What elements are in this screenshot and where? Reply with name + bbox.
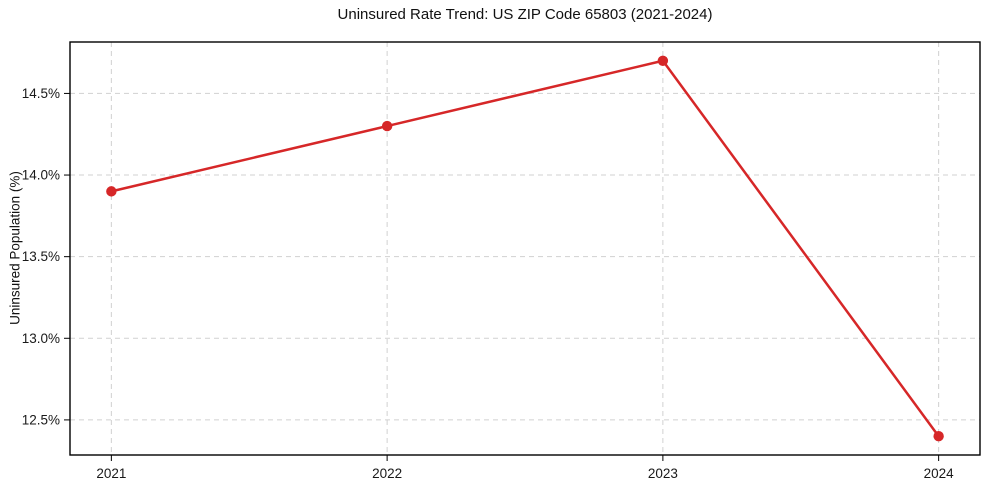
y-tick-label: 12.5% [22,412,60,427]
x-tick-label: 2021 [96,466,126,481]
y-tick-label: 14.5% [22,86,60,101]
x-tick-label: 2023 [648,466,678,481]
data-point [106,186,117,197]
plot-border [69,41,981,456]
plot-area [70,42,980,455]
y-tick-label: 14.0% [22,168,60,183]
data-point [657,55,669,66]
y-tick-label: 13.0% [22,331,60,346]
data-point [381,120,393,132]
chart-title: Uninsured Rate Trend: US ZIP Code 65803 … [337,6,713,23]
y-tick-label: 13.5% [22,249,60,264]
trend-line [110,59,940,438]
data-point [933,431,944,442]
y-axis-label-text: Uninsured Population (%) [7,171,23,325]
x-tick-label: 2022 [372,466,402,481]
x-tick-label: 2024 [924,466,955,481]
